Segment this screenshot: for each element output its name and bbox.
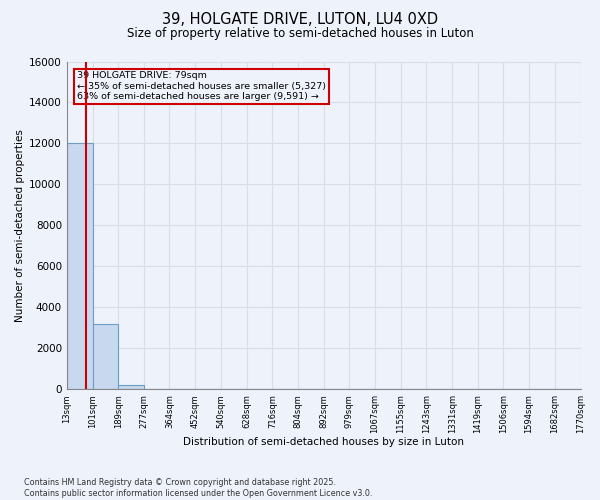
Text: 39, HOLGATE DRIVE, LUTON, LU4 0XD: 39, HOLGATE DRIVE, LUTON, LU4 0XD <box>162 12 438 28</box>
Text: 39 HOLGATE DRIVE: 79sqm
← 35% of semi-detached houses are smaller (5,327)
63% of: 39 HOLGATE DRIVE: 79sqm ← 35% of semi-de… <box>77 72 326 101</box>
Bar <box>67 144 92 390</box>
Text: Size of property relative to semi-detached houses in Luton: Size of property relative to semi-detach… <box>127 28 473 40</box>
Bar <box>118 385 144 390</box>
Bar <box>144 388 169 390</box>
Text: Contains HM Land Registry data © Crown copyright and database right 2025.
Contai: Contains HM Land Registry data © Crown c… <box>24 478 373 498</box>
Y-axis label: Number of semi-detached properties: Number of semi-detached properties <box>15 129 25 322</box>
X-axis label: Distribution of semi-detached houses by size in Luton: Distribution of semi-detached houses by … <box>183 438 464 448</box>
Bar <box>92 324 118 390</box>
